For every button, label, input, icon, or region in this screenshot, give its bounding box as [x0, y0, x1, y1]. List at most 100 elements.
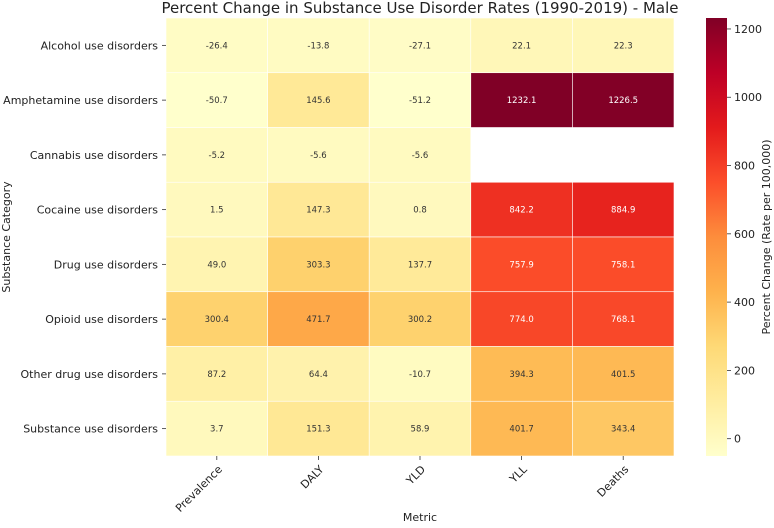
colorbar-label: Percent Change (Rate per 100,000): [760, 139, 773, 334]
cell-value-label: 300.2: [408, 315, 432, 325]
heatmap-cell-cocaine-use-disorders-deaths: [572, 181, 675, 238]
cell-value-label: 303.3: [306, 260, 330, 270]
cell-value-label: -5.6: [310, 151, 327, 161]
chart-title: Percent Change in Substance Use Disorder…: [161, 0, 678, 17]
cell-value-label: 1.5: [210, 206, 224, 216]
heatmap-cell-substance-use-disorders-yll: [470, 400, 573, 457]
cell-value-label: 471.7: [306, 315, 330, 325]
y-tick-labels: Alcohol use disorders Amphetamine use dis…: [3, 39, 166, 436]
x-axis-label: Metric: [403, 511, 437, 524]
heatmap-cell-cocaine-use-disorders-daly: [267, 181, 370, 238]
y-tick-label-substance-use-disorders: Substance use disorders: [23, 423, 158, 436]
y-tick-label-cannabis-use-disorders: Cannabis use disorders: [30, 149, 158, 162]
cell-value-label: -13.8: [307, 41, 329, 51]
cell-value-label: -50.7: [206, 96, 228, 106]
colorbar-gradient: [706, 18, 727, 456]
heatmap-cell-cocaine-use-disorders-yll: [470, 181, 573, 238]
cell-value-label: 49.0: [207, 260, 226, 270]
cell-value-label: 22.3: [614, 41, 633, 51]
colorbar-tick-label: 1200: [734, 23, 762, 36]
cell-value-label: 884.9: [611, 206, 635, 216]
cell-value-label: -5.6: [412, 151, 429, 161]
heatmap-cell-substance-use-disorders-yld: [368, 400, 472, 457]
cell-value-label: 87.2: [207, 370, 226, 380]
cell-value-label: -26.4: [206, 41, 228, 51]
heatmap-cell-cannabis-use-disorders-yld: [368, 127, 472, 183]
x-tick-label-yll: YLL: [506, 462, 530, 486]
heatmap-cell-opioid-use-disorders-daly: [267, 291, 370, 347]
x-tick-label-prevalence: Prevalence: [173, 463, 225, 515]
cell-value-label: 1226.5: [608, 96, 638, 106]
heatmap-cell-opioid-use-disorders-deaths: [572, 291, 675, 347]
cell-value-label: 343.4: [611, 425, 635, 435]
cell-value-label: 64.4: [309, 370, 328, 380]
x-tick-label-deaths: Deaths: [595, 463, 632, 500]
cell-value-label: 394.3: [509, 370, 533, 380]
x-tick-label-daly: DALY: [298, 463, 327, 492]
y-tick-label-alcohol-use-disorders: Alcohol use disorders: [41, 39, 159, 52]
y-tick-label-other-drug-use-disorders: Other drug use disorders: [21, 368, 159, 381]
cell-value-label: 147.3: [306, 206, 330, 216]
heatmap-cell-drug-use-disorders-prevalence: [165, 236, 268, 293]
heatmap-cell-alcohol-use-disorders-prevalence: [165, 17, 268, 74]
heatmap-cell-alcohol-use-disorders-deaths: [572, 17, 675, 74]
colorbar-tick-label: 200: [734, 364, 755, 377]
heatmap-cell-opioid-use-disorders-yll: [470, 291, 573, 347]
cell-value-label: 401.7: [509, 425, 533, 435]
heatmap-cell-alcohol-use-disorders-yll: [470, 17, 573, 74]
cell-value-label: 774.0: [509, 315, 533, 325]
y-tick-label-amphetamine-use-disorders: Amphetamine use disorders: [3, 94, 158, 107]
heatmap-cell-other-drug-use-disorders-deaths: [572, 346, 675, 402]
colorbar-tick-label: 0: [734, 433, 741, 446]
heatmap-cell-substance-use-disorders-daly: [267, 400, 370, 457]
cell-value-label: 58.9: [411, 425, 430, 435]
colorbar-tick-label: 600: [734, 228, 755, 241]
heatmap-cell-amphetamine-use-disorders-deaths: [572, 72, 675, 128]
y-tick-label-cocaine-use-disorders: Cocaine use disorders: [37, 204, 159, 217]
y-tick-label-drug-use-disorders: Drug use disorders: [54, 258, 159, 271]
cell-value-label: -5.2: [209, 151, 226, 161]
heatmap-cell-amphetamine-use-disorders-yld: [368, 72, 472, 128]
heatmap-cell-cocaine-use-disorders-yld: [368, 181, 472, 238]
x-tick-labels: Prevalence DALY YLD YLL Deaths: [173, 456, 632, 515]
heatmap-cell-drug-use-disorders-daly: [267, 236, 370, 293]
cell-value-label: -10.7: [409, 370, 431, 380]
cell-value-label: 0.8: [413, 206, 427, 216]
cell-value-label: 1232.1: [507, 96, 537, 106]
heatmap-cell-drug-use-disorders-deaths: [572, 236, 675, 293]
heatmap-cell-drug-use-disorders-yld: [368, 236, 472, 293]
cell-value-label: -27.1: [409, 41, 431, 51]
colorbar-tick-label: 1000: [734, 91, 762, 104]
x-tick-label-yld: YLD: [403, 463, 428, 488]
cell-value-label: 768.1: [611, 315, 635, 325]
heatmap-cell-amphetamine-use-disorders-yll: [470, 72, 573, 128]
cell-value-label: 3.7: [210, 425, 224, 435]
heatmap-cells: -26.4 -13.8 -27.1 22.1 22.3 -50.7 145.6 -51.2 12…: [165, 17, 675, 457]
cell-value-label: 137.7: [408, 260, 432, 270]
heatmap-cell-cocaine-use-disorders-prevalence: [165, 181, 268, 238]
heatmap-cell-alcohol-use-disorders-daly: [267, 17, 370, 74]
cell-value-label: 757.9: [509, 260, 533, 270]
cell-value-label: 300.4: [205, 315, 229, 325]
heatmap-cell-other-drug-use-disorders-prevalence: [165, 346, 268, 402]
cell-value-label: -51.2: [409, 96, 431, 106]
colorbar-tick-label: 800: [734, 160, 755, 173]
heatmap-cell-alcohol-use-disorders-yld: [368, 17, 472, 74]
y-axis-label: Substance Category: [0, 181, 13, 293]
heatmap-cell-other-drug-use-disorders-yld: [368, 346, 472, 402]
y-tick-label-opioid-use-disorders: Opioid use disorders: [45, 313, 158, 326]
heatmap-cell-cannabis-use-disorders-daly: [267, 127, 370, 183]
cell-value-label: 842.2: [509, 206, 533, 216]
cell-value-label: 758.1: [611, 260, 635, 270]
cell-value-label: 401.5: [611, 370, 635, 380]
cell-value-label: 145.6: [306, 96, 330, 106]
colorbar-tick-label: 400: [734, 296, 755, 309]
heatmap-cell-drug-use-disorders-yll: [470, 236, 573, 293]
cell-value-label: 151.3: [306, 425, 330, 435]
colorbar: 0 200 400 600 800 1000 1200: [706, 18, 762, 456]
cell-value-label: 22.1: [512, 41, 531, 51]
heatmap-cell-substance-use-disorders-deaths: [572, 400, 675, 457]
heatmap-cell-amphetamine-use-disorders-prevalence: [165, 72, 268, 128]
